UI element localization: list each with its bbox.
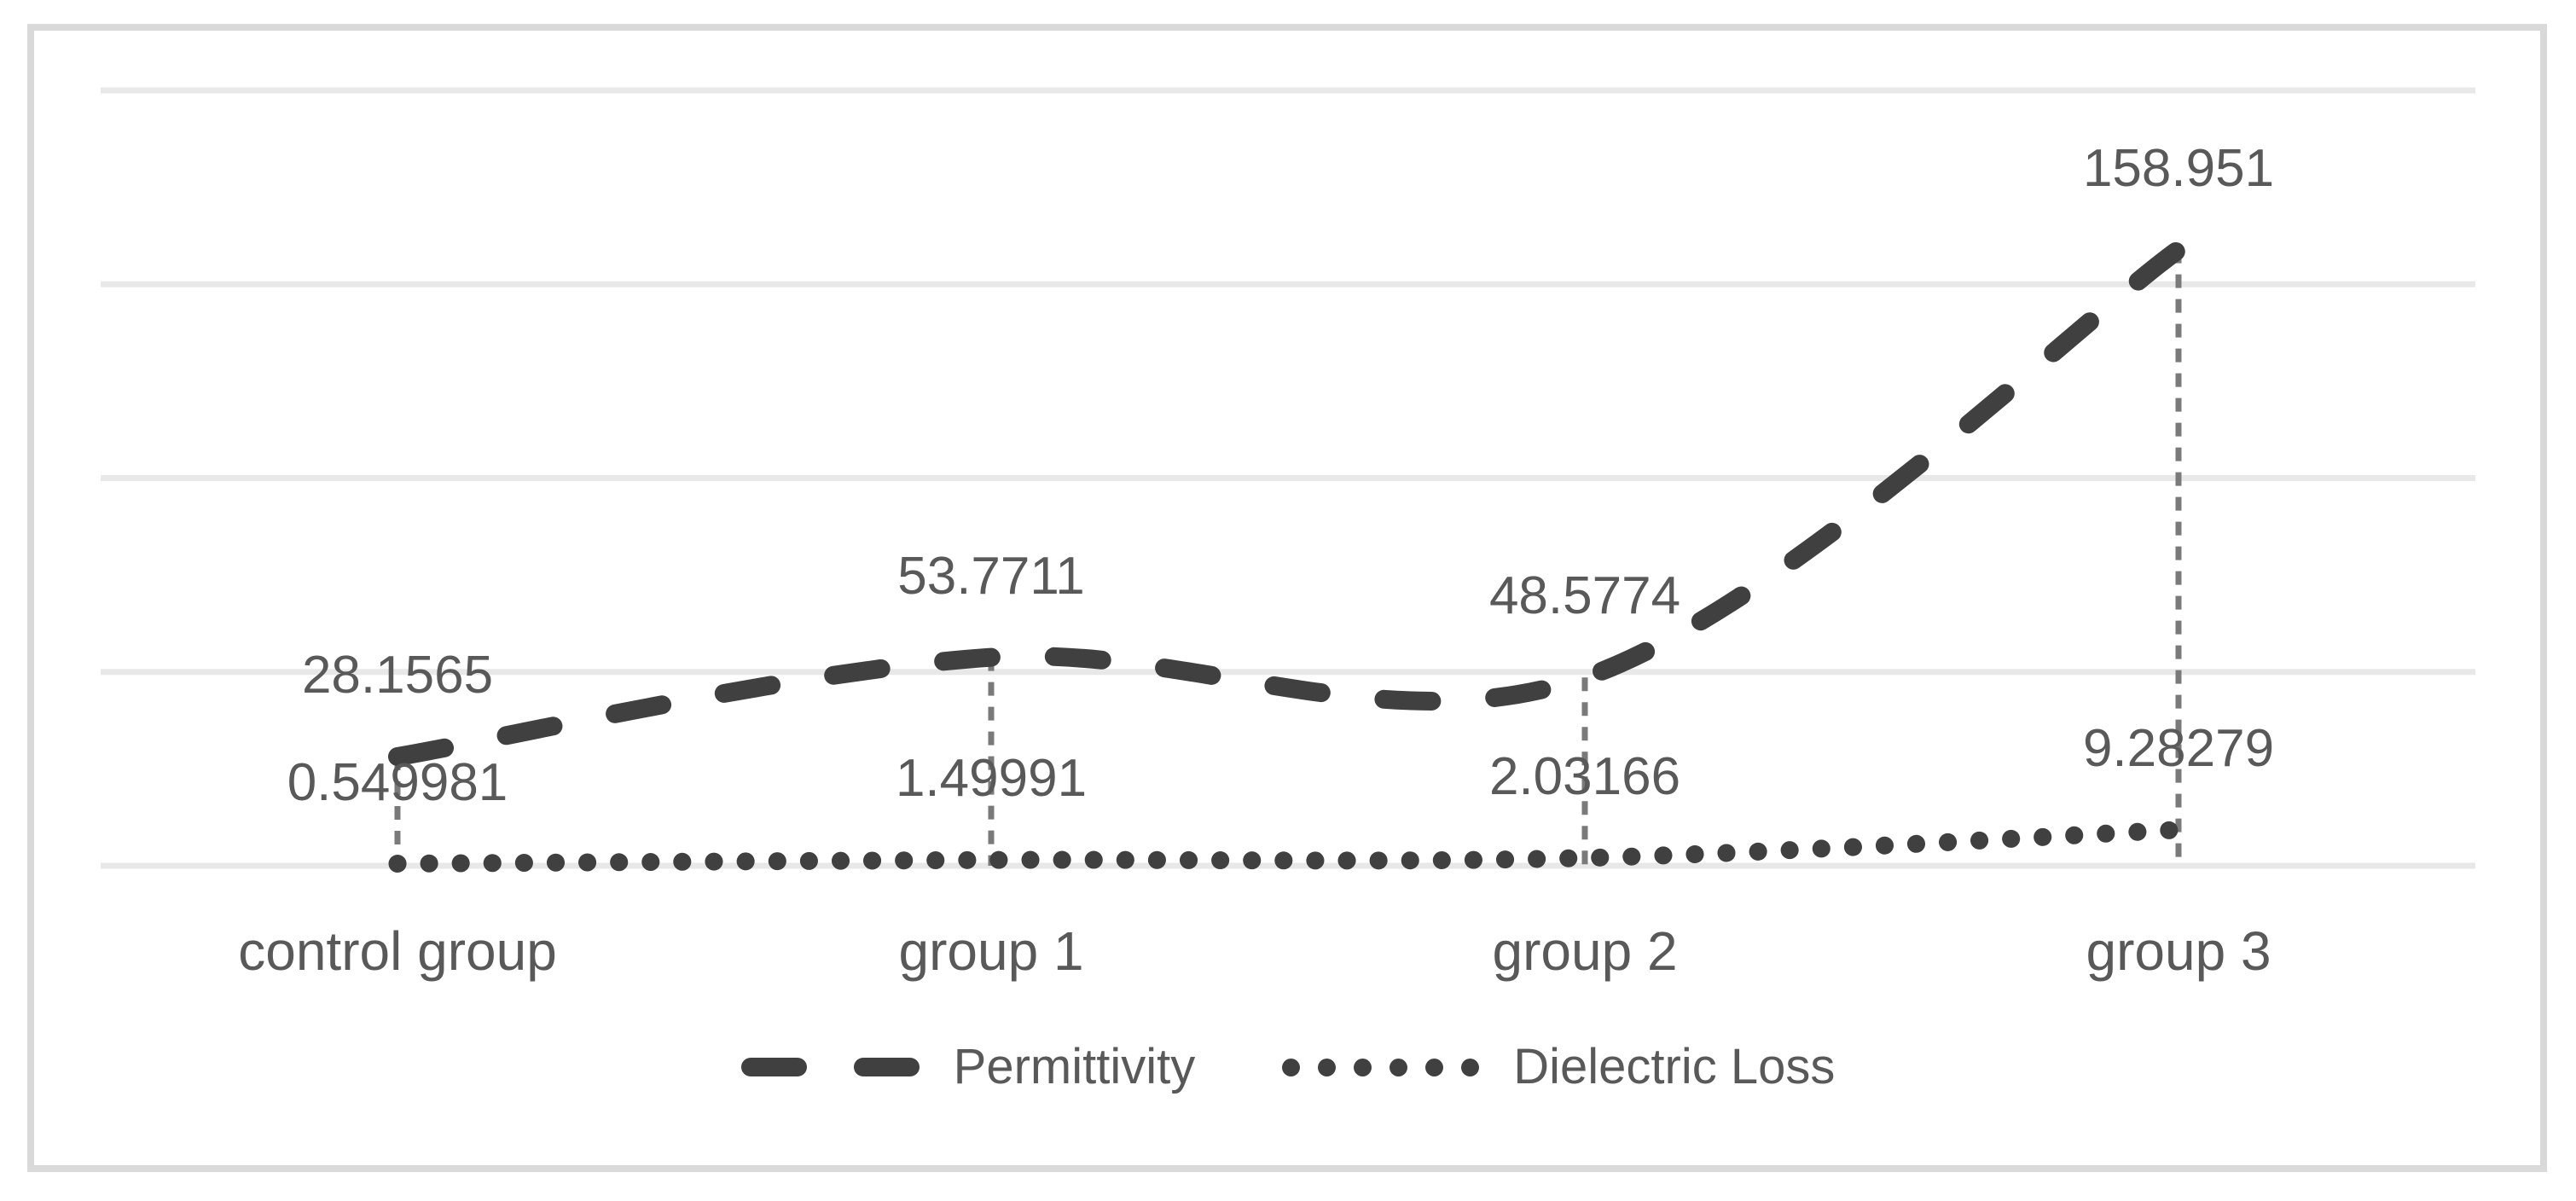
legend-label-dielectric-loss: Dielectric Loss (1513, 1039, 1836, 1094)
data-label-dielectric-loss: 2.03166 (1488, 746, 1681, 806)
legend-label-permittivity: Permittivity (953, 1039, 1196, 1094)
dielectric-loss-line (388, 821, 2188, 873)
x-axis-label: control group (238, 920, 557, 982)
data-label-permittivity: 48.5774 (1488, 566, 1681, 626)
legend-item-permittivity: Permittivity (740, 1039, 1196, 1094)
data-label-dielectric-loss: 1.49991 (895, 749, 1088, 809)
data-label-dielectric-loss: 0.549981 (287, 752, 508, 812)
data-label-dielectric-loss: 9.28279 (2082, 718, 2275, 778)
permittivity-line (388, 240, 2188, 766)
data-label-permittivity: 53.7711 (897, 546, 1085, 606)
permittivity-dashed-line-sample (740, 1058, 920, 1076)
x-axis-label: group 2 (1492, 920, 1678, 982)
x-axis-label: group 1 (898, 920, 1084, 982)
data-label-permittivity: 28.1565 (301, 646, 494, 705)
x-axis-label: group 3 (2086, 920, 2271, 982)
legend-item-dielectric-loss: Dielectric Loss (1282, 1042, 1835, 1092)
data-label-permittivity: 158.951 (2082, 138, 2275, 198)
dielectric-loss-dotted-line-sample (1282, 1058, 1480, 1076)
chart-border (27, 24, 2547, 1172)
